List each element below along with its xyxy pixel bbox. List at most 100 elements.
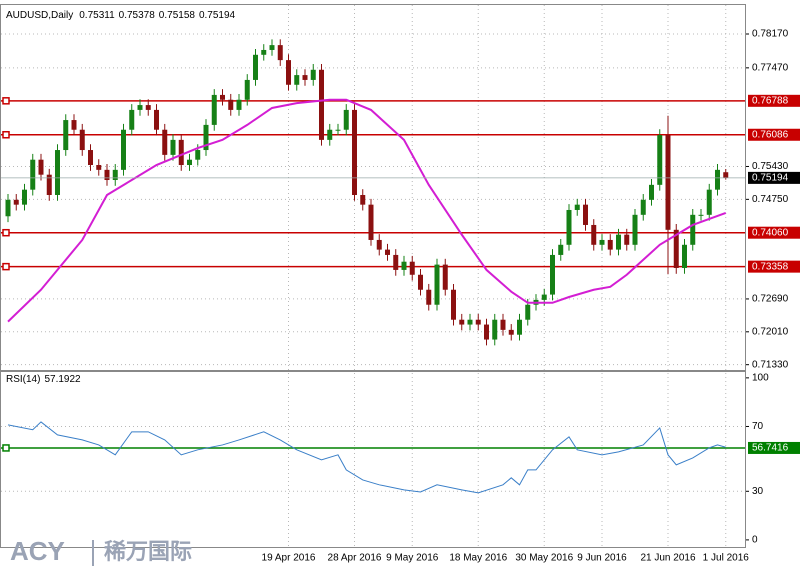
logo-brand: ACY — [10, 536, 65, 566]
candle-body — [508, 329, 514, 335]
candle-body — [525, 304, 531, 320]
candle-body — [451, 289, 456, 320]
candle-body — [22, 189, 27, 205]
candle-body — [706, 189, 712, 215]
candle-body — [640, 199, 646, 215]
level-handle — [2, 262, 10, 271]
level-handle — [2, 97, 10, 105]
candle-body — [517, 319, 522, 335]
candle-body — [145, 105, 151, 110]
candle-body — [55, 150, 60, 195]
candle-body — [236, 99, 242, 110]
x-tick-label: 18 May 2016 — [449, 553, 507, 564]
y-tick-label: 0.75430 — [752, 161, 789, 172]
candle-body — [467, 319, 473, 325]
candle-body — [352, 109, 357, 195]
candle-body — [286, 60, 291, 85]
high-value: 0.75378 — [119, 10, 156, 21]
candle-body — [13, 199, 19, 205]
candle-body — [327, 129, 333, 140]
level-label-box — [748, 128, 800, 141]
rsi-level-box — [748, 441, 800, 454]
candle-body — [409, 261, 415, 275]
chart-header: AUDUSD,Daily 0.75311 0.75378 0.75158 0.75194 — [6, 10, 236, 21]
rsi-tick-label: 100 — [752, 373, 769, 384]
candle-body — [665, 135, 671, 230]
candle-body — [319, 69, 324, 140]
candle-body — [187, 159, 192, 166]
x-tick-label: 21 Jun 2016 — [640, 553, 695, 564]
candle-body — [121, 129, 126, 170]
candle-body — [38, 159, 44, 175]
candle-body — [96, 165, 102, 170]
candle-body — [616, 234, 621, 250]
candle-body — [162, 129, 168, 155]
level-label: 0.73358 — [752, 261, 789, 272]
plot-layer: 19 Apr 2016 28 Apr 2016 9 May 2016 18 May 2… — [1, 5, 800, 564]
candle-body — [426, 289, 432, 305]
level-label-box — [748, 226, 800, 239]
x-tick-label: 9 May 2016 — [386, 553, 439, 564]
x-tick-label: 30 May 2016 — [515, 553, 573, 564]
y-tick-label: 0.72690 — [752, 294, 789, 305]
candle-body — [154, 109, 159, 130]
candle-body — [558, 244, 564, 255]
rsi-line — [7, 421, 726, 494]
candle-body — [401, 261, 407, 270]
candle-body — [220, 94, 225, 100]
moving-average — [7, 98, 727, 323]
candle-body — [335, 129, 341, 131]
candle-body — [657, 135, 663, 185]
logo-text: 稀万国际 — [104, 539, 192, 564]
low-value: 0.75158 — [159, 10, 196, 21]
level-label-box — [748, 94, 800, 107]
candle-body — [170, 139, 176, 155]
x-tick-label: 19 Apr 2016 — [262, 553, 316, 564]
current-price-box — [748, 171, 800, 184]
candle-body — [574, 204, 580, 210]
close-value: 0.75194 — [199, 10, 236, 21]
rsi-tick-label: 30 — [752, 486, 764, 497]
candle-body — [591, 224, 597, 245]
candle-body — [607, 239, 613, 250]
candle-body — [566, 209, 572, 245]
candle-body — [104, 169, 110, 181]
logo-separator — [92, 540, 94, 566]
candle-body — [624, 234, 630, 245]
candle-body — [484, 324, 489, 340]
open-value: 0.75311 — [79, 10, 115, 21]
rsi-frame — [0, 371, 746, 548]
rsi-header: RSI(14) 57.1922 — [6, 374, 81, 385]
candle-body — [228, 99, 234, 110]
candle-body — [46, 174, 52, 195]
candle-body — [343, 109, 349, 130]
candle-body — [649, 184, 654, 200]
candle-body — [129, 109, 135, 130]
candle-body — [269, 45, 275, 50]
chart-title: AUDUSD,Daily — [6, 10, 73, 21]
y-tick-label: 0.74750 — [752, 194, 789, 205]
rsi-title: RSI(14) — [6, 374, 40, 385]
x-tick-label: 28 Apr 2016 — [328, 553, 382, 564]
candle-body — [244, 79, 250, 100]
y-tick-label: 0.78170 — [752, 29, 789, 40]
candle-body — [195, 150, 201, 160]
candle-body — [698, 214, 704, 216]
current-price-label: 0.75194 — [752, 173, 789, 184]
candle-body — [690, 214, 696, 245]
candle-body — [302, 75, 308, 80]
candle-body — [550, 254, 555, 295]
rsi-level-handle — [2, 444, 10, 452]
candle-body — [112, 169, 118, 181]
candle-body — [541, 294, 547, 300]
candle-body — [632, 214, 638, 245]
candle-body — [294, 75, 300, 85]
candle-body — [385, 249, 390, 255]
main-frame — [0, 4, 746, 371]
candle-body — [475, 319, 481, 325]
candle-body — [277, 45, 283, 61]
candle-body — [368, 204, 374, 240]
candle-body — [203, 124, 209, 151]
